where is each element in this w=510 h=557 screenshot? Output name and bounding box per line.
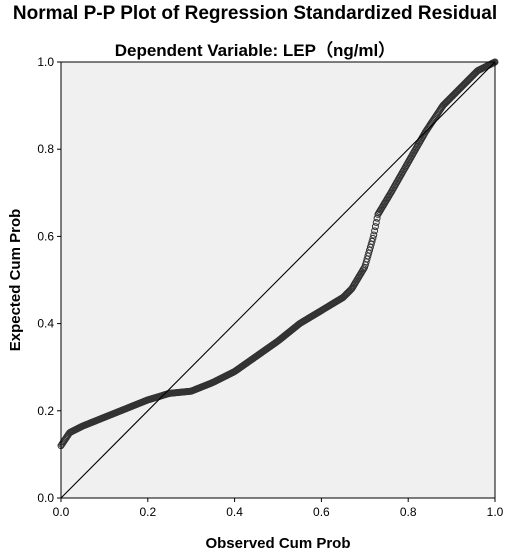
x-tick-label: 0.0 xyxy=(53,505,70,519)
y-tick-label: 1.0 xyxy=(37,55,54,69)
axis-ticks: 0.0 0.2 0.4 0.6 0.8 1.0 0.0 0.2 0.4 0.6 0.8 1.0 xyxy=(37,55,503,519)
x-tick-label: 0.4 xyxy=(226,505,243,519)
data-point xyxy=(370,231,378,239)
x-tick-label: 1.0 xyxy=(487,505,504,519)
x-tick-label: 0.6 xyxy=(313,505,330,519)
y-tick-label: 0.4 xyxy=(37,317,54,331)
x-axis-title: Observed Cum Prob xyxy=(205,535,350,552)
y-tick-label: 0.0 xyxy=(37,491,54,505)
chart-title: Normal P-P Plot of Regression Standardiz… xyxy=(12,3,498,24)
y-tick-label: 0.6 xyxy=(37,229,54,243)
plot-frame xyxy=(60,61,496,499)
y-axis-title: Expected Cum Prob xyxy=(7,209,24,352)
data-point xyxy=(371,223,379,231)
chart-subtitle: Dependent Variable: LEP（ng/ml） xyxy=(114,41,396,60)
data-point xyxy=(372,218,380,226)
data-point xyxy=(371,227,379,235)
reference-line xyxy=(60,61,496,499)
data-point xyxy=(368,237,376,245)
y-tick-label: 0.2 xyxy=(37,404,54,418)
x-tick-label: 0.8 xyxy=(400,505,417,519)
data-point xyxy=(369,234,377,242)
y-tick-label: 0.8 xyxy=(37,142,54,156)
data-point xyxy=(360,265,368,273)
x-tick-label: 0.2 xyxy=(139,505,156,519)
